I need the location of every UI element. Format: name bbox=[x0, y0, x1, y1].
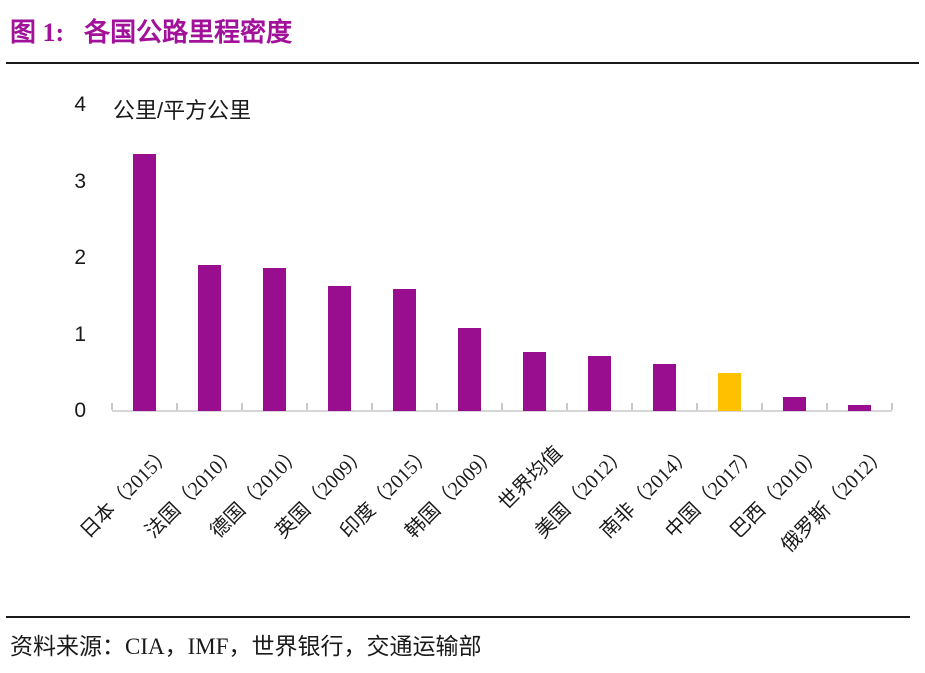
x-axis-tick bbox=[371, 403, 373, 410]
y-tick-label: 0 bbox=[74, 399, 86, 422]
x-axis-tick bbox=[696, 403, 698, 410]
bar-美国（2012） bbox=[588, 356, 611, 411]
bar-俄罗斯（2012） bbox=[848, 405, 871, 411]
bar-南非（2014） bbox=[653, 364, 676, 411]
footer-divider-line bbox=[6, 616, 910, 618]
x-axis-tick bbox=[891, 403, 893, 410]
y-tick-label: 1 bbox=[74, 322, 86, 346]
x-axis-tick bbox=[111, 403, 113, 410]
bar-巴西（2010） bbox=[783, 397, 806, 411]
x-axis-tick bbox=[306, 403, 308, 410]
figure-title-text: 各国公路里程密度 bbox=[84, 18, 293, 47]
header-divider-line bbox=[6, 62, 919, 64]
x-axis-tick bbox=[566, 403, 568, 410]
figure-number-label: 图 1: bbox=[10, 18, 65, 47]
bar-韩国（2009） bbox=[458, 328, 481, 411]
y-tick-label: 4 bbox=[74, 93, 86, 116]
bar-德国（2010） bbox=[263, 268, 286, 411]
source-note: 资料来源：CIA，IMF，世界银行，交通运输部 bbox=[10, 634, 482, 659]
figure-title: 图 1: 各国公路里程密度 bbox=[10, 12, 292, 49]
bar-法国（2010） bbox=[198, 265, 221, 411]
x-axis-tick bbox=[436, 403, 438, 410]
bar-日本（2015） bbox=[133, 154, 156, 411]
y-tick-label: 3 bbox=[74, 169, 86, 193]
x-axis-line bbox=[112, 410, 892, 412]
bar-中国（2017） bbox=[718, 373, 741, 411]
x-axis-tick bbox=[761, 403, 763, 410]
bar-印度（2015） bbox=[393, 289, 416, 411]
x-axis-tick bbox=[631, 403, 633, 410]
bar-世界均值 bbox=[523, 352, 546, 411]
x-axis-tick bbox=[826, 403, 828, 410]
x-axis-tick bbox=[241, 403, 243, 410]
y-tick-label: 2 bbox=[74, 246, 86, 269]
y-axis-unit-label: 公里/平方公里 bbox=[113, 98, 252, 123]
x-axis-tick bbox=[176, 403, 178, 410]
bar-英国（2009） bbox=[328, 286, 351, 411]
x-axis-tick bbox=[501, 403, 503, 410]
